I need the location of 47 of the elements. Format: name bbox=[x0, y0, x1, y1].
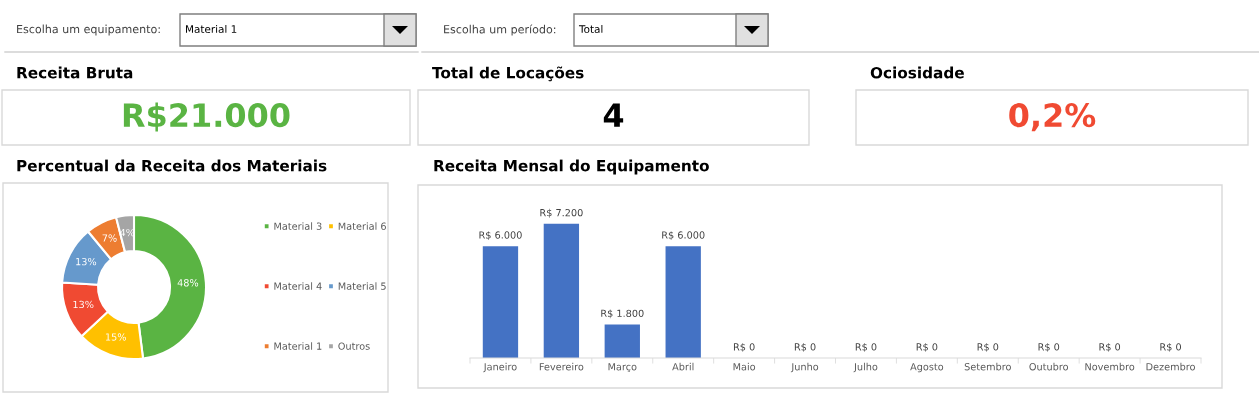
data-label: R$ 0 bbox=[733, 343, 755, 352]
text: R$21.000 bbox=[123, 102, 290, 132]
data-label: R$ 0 bbox=[794, 343, 816, 352]
data-label: 15% bbox=[105, 333, 126, 341]
legend-label: Material 1 bbox=[274, 342, 322, 350]
data-label: R$ 0 bbox=[977, 343, 999, 352]
chart-title: Receita Mensal do Equipamento bbox=[434, 159, 709, 175]
legend-label: Material 3 bbox=[274, 222, 322, 230]
text: Material 1 bbox=[186, 24, 237, 34]
data-label: 48% bbox=[177, 279, 199, 287]
x-tick-label: Dezembro bbox=[1146, 362, 1195, 371]
text: Total bbox=[578, 24, 603, 34]
x-tick-label: Maio bbox=[733, 362, 756, 371]
x-tick-label: Julho bbox=[853, 362, 878, 373]
x-tick-label: Fevereiro bbox=[539, 362, 584, 371]
legend-label: Material 6 bbox=[338, 222, 386, 230]
data-label: R$ 6.000 bbox=[479, 231, 522, 241]
data-label: 13% bbox=[73, 300, 94, 309]
data-label: R$ 7.200 bbox=[540, 208, 583, 218]
data-label: R$ 0 bbox=[1160, 343, 1181, 352]
text: Escolha um período: bbox=[444, 24, 556, 36]
data-label: R$ 0 bbox=[1099, 343, 1121, 352]
text: Total de Locações bbox=[432, 66, 584, 82]
x-tick-label: Setembro bbox=[964, 362, 1011, 371]
x-tick-label: Junho bbox=[790, 362, 819, 373]
text: 4 bbox=[603, 103, 624, 127]
legend-label: Material 4 bbox=[274, 282, 322, 290]
x-tick-label: Janeiro bbox=[483, 362, 517, 373]
legend-label: Material 5 bbox=[338, 282, 386, 290]
chart-title: Percentual da Receita dos Materiais bbox=[17, 159, 327, 172]
data-label: R$ 1.800 bbox=[601, 309, 644, 319]
data-label: R$ 0 bbox=[916, 343, 938, 352]
text: Ociosidade bbox=[870, 66, 964, 79]
x-tick-label: Abril bbox=[672, 362, 694, 371]
x-tick-label: Outubro bbox=[1029, 362, 1069, 371]
text: Receita Bruta bbox=[17, 66, 133, 79]
x-tick-label: Novembro bbox=[1085, 362, 1135, 371]
x-tick-label: Março bbox=[608, 363, 637, 373]
data-label: R$ 6.000 bbox=[662, 231, 705, 241]
data-label: 7% bbox=[102, 234, 117, 242]
legend-label: Outros bbox=[338, 342, 370, 350]
text: Escolha um equipamento: bbox=[17, 24, 160, 36]
text: 0,2% bbox=[1009, 103, 1096, 132]
x-tick-label: Agosto bbox=[910, 363, 944, 373]
data-label: R$ 0 bbox=[1038, 343, 1060, 352]
data-label: 13% bbox=[76, 257, 97, 266]
data-label: R$ 0 bbox=[855, 343, 877, 352]
